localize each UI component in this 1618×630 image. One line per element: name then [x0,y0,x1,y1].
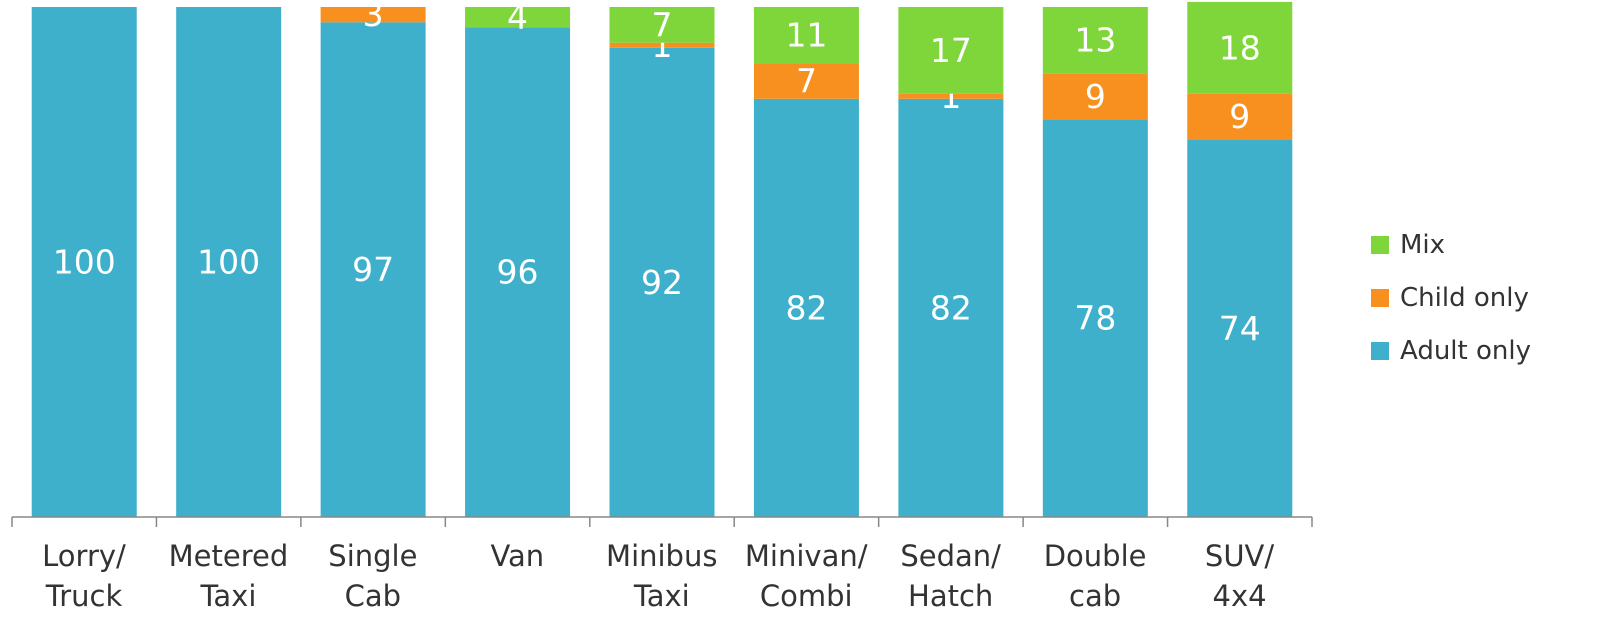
data-label: 3 [363,0,384,34]
bar-segment [753,63,859,99]
legend-label: Adult only [1400,336,1531,366]
bar-segment [465,7,571,28]
x-tick-label: SUV/ 4x4 [1204,539,1275,613]
x-tick-label: Lorry/ Truck [42,539,126,613]
x-tick-label: Sedan/ Hatch [900,539,1001,613]
legend-swatch [1371,289,1389,307]
bar-segment [753,98,859,518]
data-label: 100 [53,243,116,282]
bar-segment [31,7,137,517]
bar-segment [465,27,571,518]
bar-segment [609,47,715,518]
legend-label: Child only [1400,283,1529,313]
data-label: 97 [352,250,394,289]
data-label: 96 [497,253,539,292]
legend-swatch [1371,342,1389,360]
data-label: 4 [507,0,528,37]
bar-segment [320,22,426,518]
data-label: 9 [1085,77,1106,116]
bar-segment [1042,119,1148,517]
data-label: 82 [785,288,827,327]
x-tick-label: Metered Taxi [168,539,289,613]
bar-segment [1187,139,1293,517]
legend-swatch [1371,236,1389,254]
data-label: 7 [652,5,673,44]
bar-segment [1187,93,1293,140]
data-label: 92 [641,263,683,302]
data-label: 100 [197,243,260,282]
data-label: 17 [930,31,972,70]
bar-segment [898,98,1004,518]
bar-segment [1042,7,1148,74]
bar-segment [609,42,715,48]
data-label: 82 [930,288,972,327]
legend-label: Mix [1400,230,1445,260]
x-tick-label: Van [490,539,545,573]
x-tick-label: Double cab [1043,539,1147,613]
x-tick-label: Single Cab [328,539,418,613]
data-label: 7 [796,61,817,100]
data-label: 11 [785,16,827,55]
data-label: 18 [1219,28,1261,67]
bar-segment [320,7,426,23]
bar-segment [898,7,1004,94]
data-label: 78 [1074,299,1116,338]
data-label: 9 [1229,97,1250,136]
data-label: 13 [1074,21,1116,60]
bar-segment [753,7,859,64]
bar-segment [1042,73,1148,120]
bar-segment [1187,1,1293,94]
data-label: 74 [1219,309,1261,348]
bar-segment [609,7,715,43]
x-tick-label: Minivan/ Combi [744,539,868,613]
bar-segment [176,7,282,517]
x-tick-label: Minibus Taxi [606,539,718,613]
bar-segment [898,93,1004,99]
